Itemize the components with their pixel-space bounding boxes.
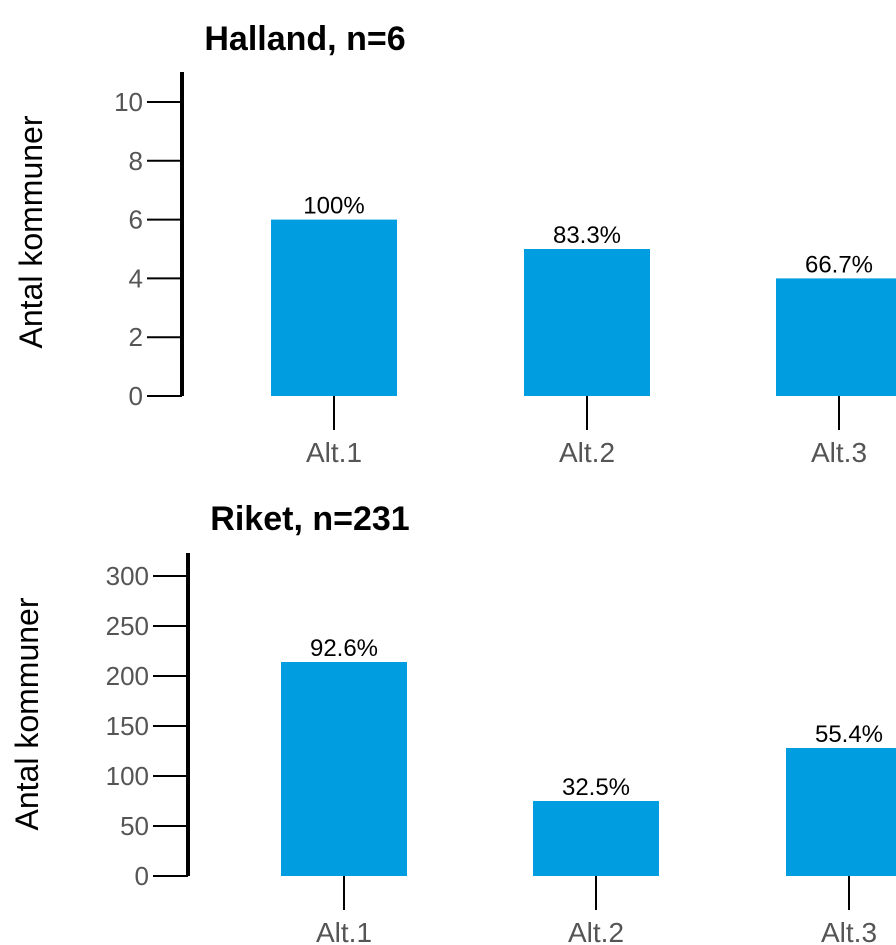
y-tick-label: 6 xyxy=(129,205,143,235)
y-tick-label: 50 xyxy=(120,811,149,841)
y-tick-label: 4 xyxy=(129,263,143,293)
chart-riket: Riket, n=231 Antal kommuner 0 50 100 150 200… xyxy=(9,500,896,945)
y-tick-label: 10 xyxy=(114,87,143,117)
bar xyxy=(776,278,896,396)
y-tick-label: 2 xyxy=(129,322,143,352)
data-label: 66.7% xyxy=(805,251,873,278)
data-label: 92.6% xyxy=(310,635,378,662)
y-tick-label: 100 xyxy=(106,761,149,791)
y-axis-label: Antal kommuner xyxy=(9,597,45,830)
x-tick-label: Alt.1 xyxy=(306,437,362,468)
x-tick-label: Alt.2 xyxy=(559,437,615,468)
y-ticks: 0 2 4 6 8 10 xyxy=(114,87,182,411)
bars: Alt.1 100% Alt.2 83.3% Alt.3 66.7% xyxy=(271,193,896,468)
y-tick-label: 300 xyxy=(106,561,149,591)
y-tick-label: 0 xyxy=(135,861,149,891)
x-tick-label: Alt.3 xyxy=(821,917,877,945)
y-tick-label: 200 xyxy=(106,661,149,691)
y-tick-label: 150 xyxy=(106,711,149,741)
y-tick-label: 0 xyxy=(129,381,143,411)
data-label: 83.3% xyxy=(553,222,621,249)
chart-halland: Halland, n=6 Antal kommuner 0 2 4 6 8 10 Alt.… xyxy=(13,20,896,468)
data-label: 100% xyxy=(303,193,364,220)
x-tick-label: Alt.1 xyxy=(316,917,372,945)
data-label: 32.5% xyxy=(562,774,630,801)
chart-title: Riket, n=231 xyxy=(210,500,409,538)
x-tick-label: Alt.2 xyxy=(568,917,624,945)
bar xyxy=(281,662,407,876)
y-ticks: 0 50 100 150 200 250 300 xyxy=(106,561,188,891)
bar xyxy=(271,219,397,396)
y-tick-label: 250 xyxy=(106,611,149,641)
bar xyxy=(533,801,659,876)
bars: Alt.1 92.6% Alt.2 32.5% Alt.3 55.4% xyxy=(281,635,896,945)
y-tick-label: 8 xyxy=(129,146,143,176)
bar xyxy=(524,249,650,396)
y-axis-label: Antal kommuner xyxy=(13,115,49,348)
chart-title: Halland, n=6 xyxy=(204,20,405,58)
x-tick-label: Alt.3 xyxy=(811,437,867,468)
data-label: 55.4% xyxy=(815,721,883,748)
bar xyxy=(786,748,896,876)
